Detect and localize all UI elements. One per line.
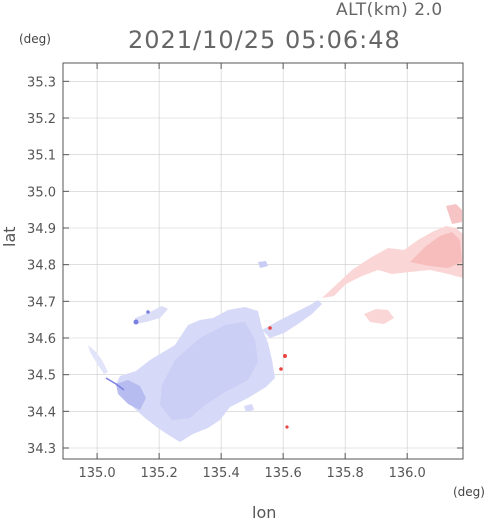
y-tick-label: 35.0 <box>27 185 56 200</box>
x-axis-label: lon <box>252 503 277 522</box>
red-field-region <box>268 204 463 429</box>
blue-dot-2 <box>146 310 150 314</box>
red-east-edge <box>446 204 462 224</box>
blue-islet-north <box>135 306 168 324</box>
y-tick-label: 34.6 <box>27 332 56 347</box>
red-dot-1 <box>268 326 272 330</box>
blue-edge-mark <box>105 377 125 391</box>
plot-frame <box>62 62 464 460</box>
y-tick-label: 34.5 <box>27 369 56 384</box>
red-band-main <box>322 226 463 298</box>
blue-southwest-shade <box>116 380 146 410</box>
x-axis-ticks: 135.0 135.2 135.4 135.6 135.8 136.0 <box>78 63 426 481</box>
blue-field-region <box>88 261 322 442</box>
y-tick-label: 35.3 <box>27 75 56 90</box>
x-axis-unit: (deg) <box>453 485 485 499</box>
x-tick-label: 136.0 <box>389 466 426 481</box>
y-axis-ticks: 35.3 35.2 35.1 35.0 34.9 34.8 34.7 34.6 34.5 34.4… <box>27 75 463 457</box>
altitude-label: ALT(km) 2.0 <box>336 0 443 20</box>
y-tick-label: 35.1 <box>27 149 56 164</box>
red-patch-lower <box>364 309 394 324</box>
plot-border <box>62 62 464 460</box>
y-tick-label: 34.8 <box>27 259 56 274</box>
red-band-core <box>410 232 462 268</box>
blue-small-patch <box>244 404 254 412</box>
y-tick-label: 34.3 <box>27 442 56 457</box>
y-tick-label: 35.2 <box>27 112 56 127</box>
blue-north-speck <box>258 261 268 268</box>
red-dot-3 <box>279 367 283 371</box>
blue-dot-1 <box>133 319 139 325</box>
blue-west-coast-strip <box>88 345 108 374</box>
x-tick-label: 135.6 <box>265 466 302 481</box>
y-axis-unit: (deg) <box>19 32 51 46</box>
red-dot-2 <box>283 354 287 358</box>
y-tick-label: 34.7 <box>27 295 56 310</box>
y-tick-label: 34.4 <box>27 405 56 420</box>
blue-main-shade <box>160 322 258 420</box>
x-tick-label: 135.0 <box>78 466 115 481</box>
x-tick-label: 135.2 <box>141 466 178 481</box>
red-dot-4 <box>285 425 289 429</box>
blue-strait-arm <box>262 300 322 338</box>
y-tick-label: 34.9 <box>27 222 56 237</box>
timestamp-title: 2021/10/25 05:06:48 <box>128 26 401 54</box>
x-tick-label: 135.4 <box>203 466 240 481</box>
x-tick-label: 135.8 <box>327 466 364 481</box>
